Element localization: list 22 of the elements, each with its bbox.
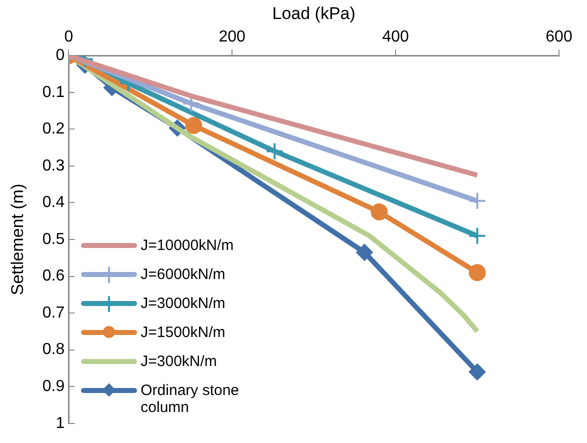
legend-label: J=1500kN/m xyxy=(140,324,226,342)
y-tick-label: 0.5 xyxy=(42,230,65,248)
legend-label: J=6000kN/m xyxy=(140,266,226,284)
y-tick-label: 0.4 xyxy=(42,194,65,212)
y-tick-label: 0.9 xyxy=(42,378,65,396)
y-tick-label: 0.8 xyxy=(42,341,65,358)
legend-label: J=300kN/m xyxy=(140,353,218,370)
x-tick-label: 600 xyxy=(546,28,572,46)
y-tick-label: 0.2 xyxy=(42,120,65,138)
legend-label: Ordinary stone column xyxy=(140,382,240,416)
y-axis-title: Settlement (m) xyxy=(8,184,27,296)
legend-label: J=10000kN/m xyxy=(140,237,235,254)
y-tick-label: 0.1 xyxy=(42,84,65,101)
x-tick-label: 200 xyxy=(218,28,246,46)
x-tick-label: 400 xyxy=(382,28,409,46)
x-axis-title: Load (kPa) xyxy=(272,4,356,23)
y-tick-label: 0.7 xyxy=(42,304,65,322)
y-tick-label: 0 xyxy=(56,47,65,64)
legend-label: J=3000kN/m xyxy=(140,295,226,312)
y-tick-label: 0.6 xyxy=(42,268,65,285)
y-tick-label: 1 xyxy=(56,414,65,432)
y-tick-label: 0.3 xyxy=(42,157,65,174)
